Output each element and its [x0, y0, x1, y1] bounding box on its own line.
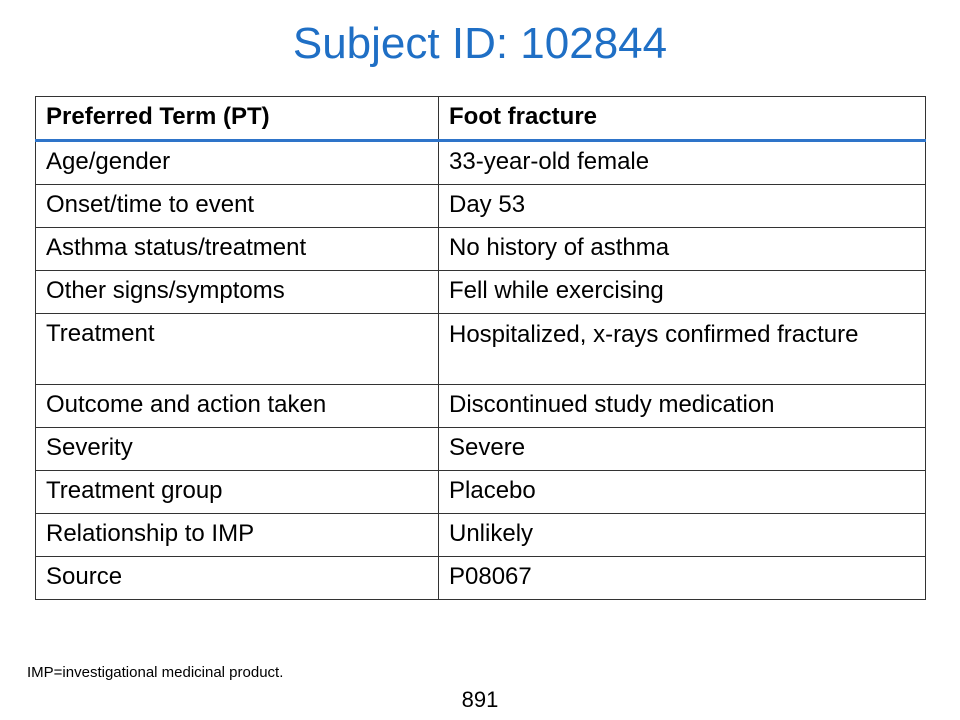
table-row: Age/gender 33-year-old female [35, 140, 926, 185]
row-value: Placebo [438, 470, 926, 514]
row-value: Discontinued study medication [438, 384, 926, 428]
row-label: Other signs/symptoms [35, 270, 439, 314]
row-label: Source [35, 556, 439, 600]
footnote: IMP=investigational medicinal product. [27, 664, 284, 681]
row-value: Severe [438, 427, 926, 471]
table-row: Asthma status/treatment No history of as… [35, 227, 926, 271]
row-value: Fell while exercising [438, 270, 926, 314]
page-title: Subject ID: 102844 [292, 19, 668, 68]
row-value: Day 53 [438, 184, 926, 228]
row-label: Treatment [35, 313, 439, 385]
row-value: P08067 [438, 556, 926, 600]
row-value: Hospitalized, x-rays confirmed fracture [438, 313, 926, 385]
row-label: Relationship to IMP [35, 513, 439, 557]
row-value: Unlikely [438, 513, 926, 557]
row-label: Outcome and action taken [35, 384, 439, 428]
header-value: Foot fracture [438, 96, 926, 142]
row-value: 33-year-old female [438, 140, 926, 185]
row-label: Treatment group [35, 470, 439, 514]
row-label: Severity [35, 427, 439, 471]
subject-table: Preferred Term (PT) Foot fracture Age/ge… [35, 96, 926, 600]
table-row: Outcome and action taken Discontinued st… [35, 384, 926, 428]
table-row: Treatment group Placebo [35, 470, 926, 514]
row-label: Asthma status/treatment [35, 227, 439, 271]
table-row: Source P08067 [35, 556, 926, 600]
table-header-row: Preferred Term (PT) Foot fracture [35, 96, 926, 142]
table-row: Treatment Hospitalized, x-rays confirmed… [35, 313, 926, 385]
table-row: Relationship to IMP Unlikely [35, 513, 926, 557]
page-number: 891 [461, 687, 499, 712]
table-row: Other signs/symptoms Fell while exercisi… [35, 270, 926, 314]
row-value: No history of asthma [438, 227, 926, 271]
table-row: Severity Severe [35, 427, 926, 471]
table-row: Onset/time to event Day 53 [35, 184, 926, 228]
header-label: Preferred Term (PT) [35, 96, 439, 142]
row-label: Age/gender [35, 140, 439, 185]
row-label: Onset/time to event [35, 184, 439, 228]
